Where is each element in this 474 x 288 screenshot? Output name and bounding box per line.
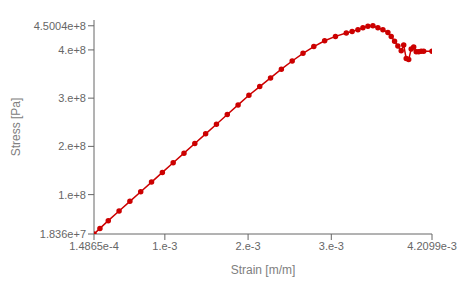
svg-text:3.e-3: 3.e-3 — [319, 240, 344, 252]
svg-text:2.e+8: 2.e+8 — [58, 140, 86, 152]
svg-text:Stress [Pa]: Stress [Pa] — [9, 98, 23, 157]
svg-text:Strain [m/m]: Strain [m/m] — [231, 263, 296, 277]
svg-text:4.5004e+8: 4.5004e+8 — [34, 20, 86, 32]
svg-text:4.2099e-3: 4.2099e-3 — [407, 240, 457, 252]
svg-text:2.e-3: 2.e-3 — [236, 240, 261, 252]
svg-text:1.836e+7: 1.836e+7 — [40, 228, 86, 240]
svg-text:1.4865e-4: 1.4865e-4 — [69, 240, 119, 252]
svg-text:1.e+8: 1.e+8 — [58, 189, 86, 201]
svg-text:4.e+8: 4.e+8 — [58, 44, 86, 56]
svg-text:1.e-3: 1.e-3 — [152, 240, 177, 252]
svg-text:3.e+8: 3.e+8 — [58, 92, 86, 104]
